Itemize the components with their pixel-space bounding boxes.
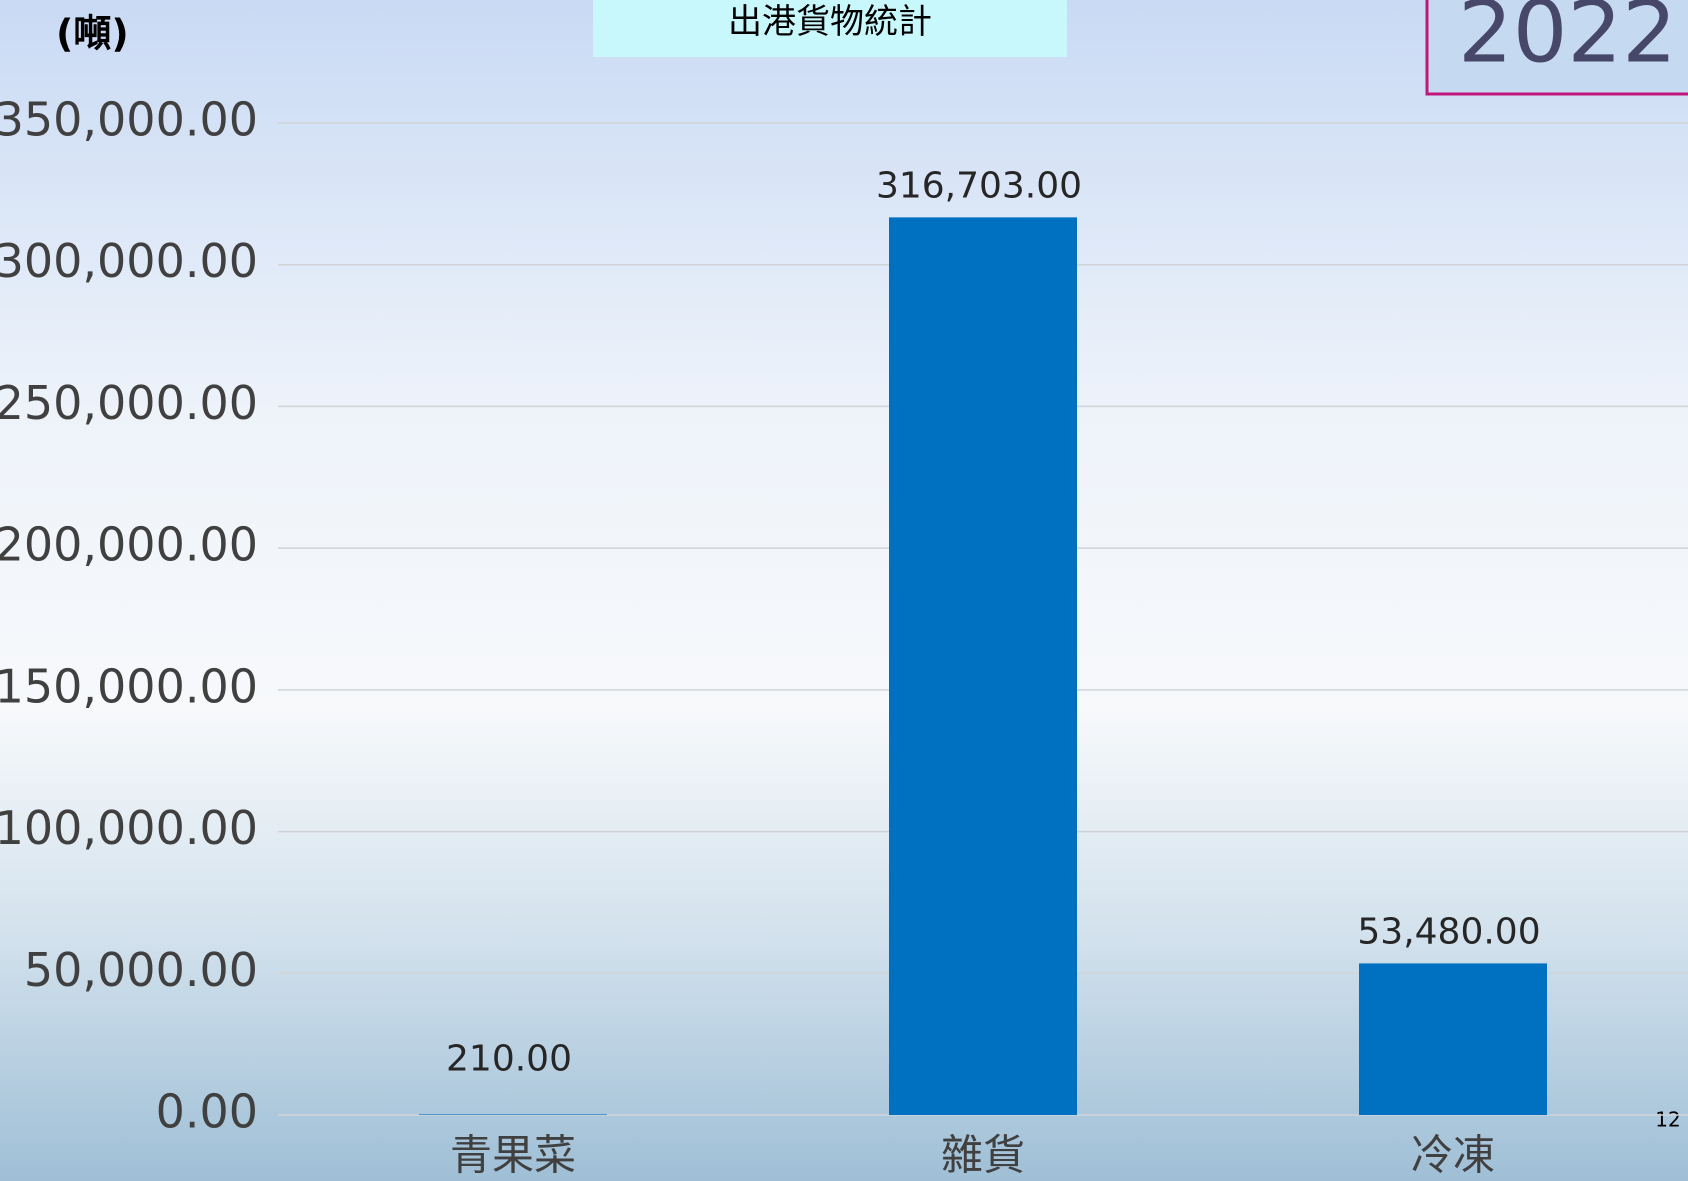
value-label: 316,703.00	[876, 165, 1082, 206]
page-number: 12	[1655, 1108, 1680, 1132]
value-label: 53,480.00	[1357, 911, 1540, 952]
y-tick-label: 0.00	[156, 1085, 258, 1139]
y-tick-label: 350,000.00	[0, 93, 258, 147]
y-tick-label: 150,000.00	[0, 659, 258, 713]
year: 2022	[1458, 0, 1677, 82]
y-tick-label: 200,000.00	[0, 518, 258, 572]
x-tick-label: 雜貨	[941, 1131, 1025, 1180]
bar	[1359, 963, 1547, 1115]
value-label: 210.00	[446, 1038, 572, 1079]
chart: 出港貨物統計 2022 (噸) 12 0.00 50,000.00 100,000.…	[0, 0, 1688, 1181]
y-tick-label: 100,000.00	[0, 801, 258, 855]
bar	[419, 1114, 607, 1115]
y-tick-label: 50,000.00	[24, 943, 258, 997]
x-tick-label: 青果菜	[450, 1131, 576, 1180]
bar	[889, 217, 1077, 1115]
y-tick-label: 300,000.00	[0, 234, 258, 288]
chart-title: 出港貨物統計	[728, 2, 932, 42]
y-tick-label: 250,000.00	[0, 376, 258, 430]
y-axis-label: (噸)	[56, 12, 129, 56]
x-tick-label: 冷凍	[1411, 1131, 1495, 1180]
